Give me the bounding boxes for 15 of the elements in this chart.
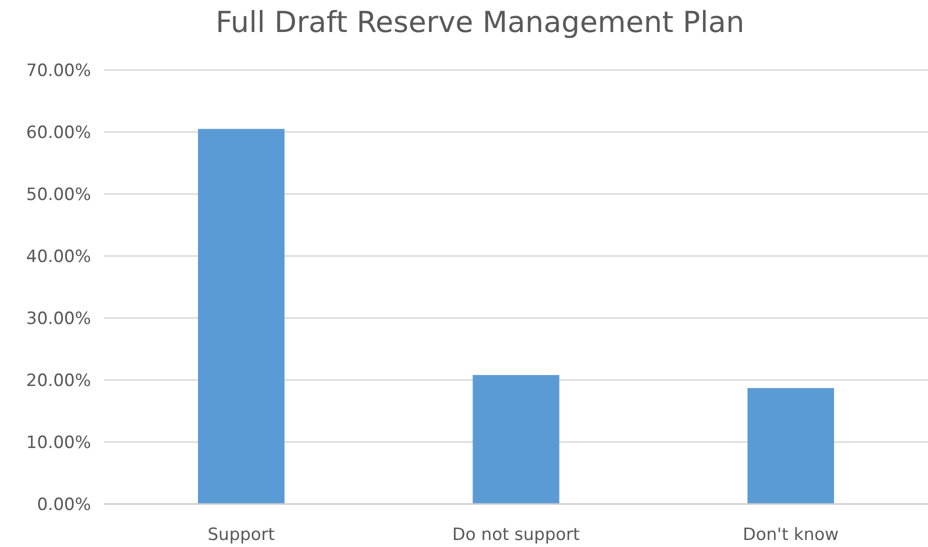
y-tick-label: 50.00%: [26, 184, 91, 205]
y-tick-label: 40.00%: [26, 246, 91, 267]
y-tick-label: 0.00%: [36, 494, 91, 515]
bar: [198, 128, 285, 504]
x-tick-label: Don't know: [742, 525, 839, 545]
x-tick-label: Do not support: [452, 525, 580, 545]
y-tick-label: 20.00%: [26, 370, 91, 391]
x-tick-label: Support: [208, 525, 276, 545]
bar: [472, 375, 560, 504]
y-tick-label: 30.00%: [26, 308, 91, 329]
chart-title: Full Draft Reserve Management Plan: [216, 5, 744, 39]
y-tick-label: 10.00%: [26, 432, 91, 453]
y-tick-label: 60.00%: [26, 122, 91, 143]
bar: [747, 388, 834, 504]
y-tick-label: 70.00%: [26, 60, 91, 81]
